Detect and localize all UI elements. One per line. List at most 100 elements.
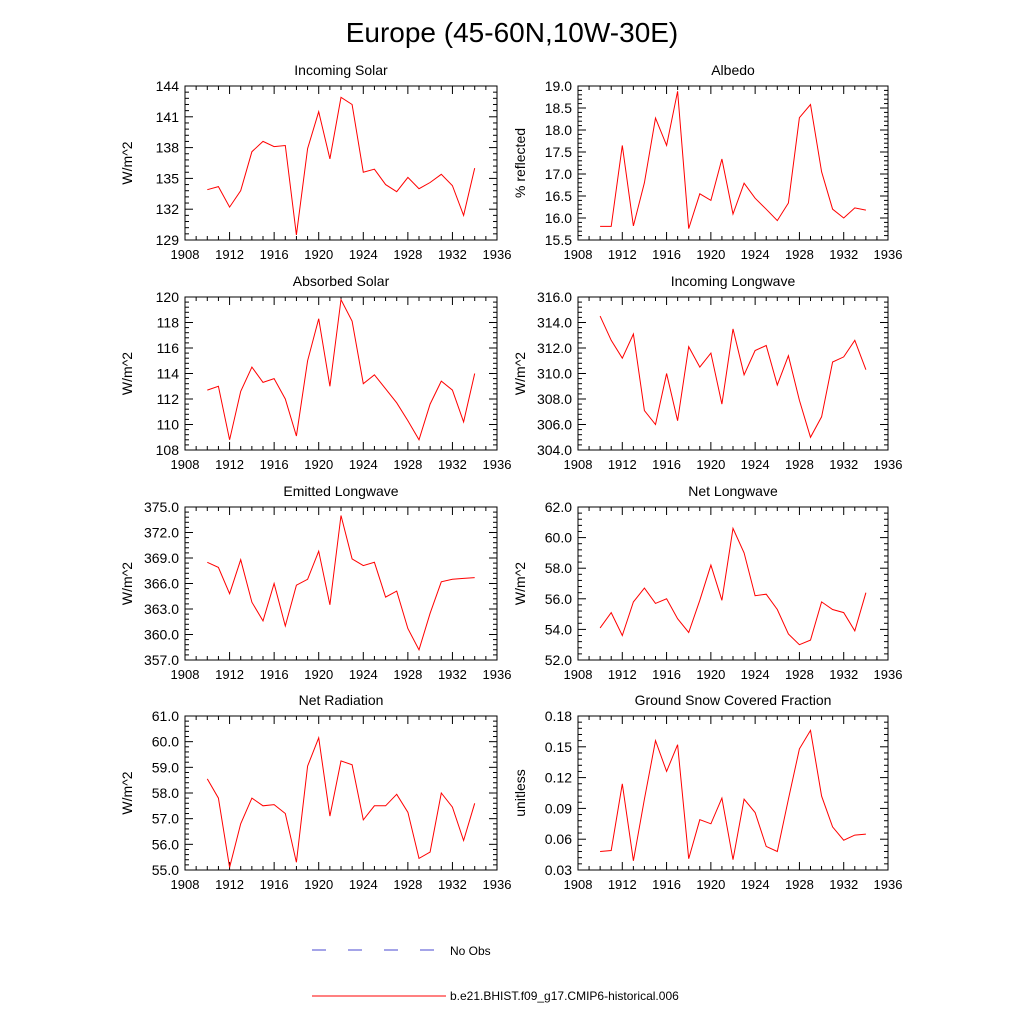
x-tick-label: 1908: [171, 457, 200, 472]
y-axis-label: unitless: [512, 769, 528, 816]
y-tick-label: 375.0: [144, 499, 179, 515]
x-tick-label: 1924: [349, 247, 378, 262]
x-tick-label: 1924: [741, 877, 770, 892]
x-tick-label: 1920: [304, 667, 333, 682]
y-tick-label: 116: [157, 340, 180, 356]
panel-title: Ground Snow Covered Fraction: [635, 692, 832, 708]
plot-frame: [577, 296, 889, 451]
series-line-1: [207, 297, 476, 442]
x-tick-label: 1916: [260, 457, 289, 472]
x-tick-label: 1920: [696, 457, 725, 472]
y-tick-label: 0.06: [545, 831, 572, 847]
y-tick-label: 16.5: [545, 188, 572, 204]
y-tick-label: 306.0: [537, 417, 572, 433]
x-tick-label: 1916: [260, 877, 289, 892]
x-tick-label: 1928: [393, 877, 422, 892]
y-tick-label: 132: [156, 201, 180, 217]
x-tick-label: 1932: [829, 247, 858, 262]
panel-title: Albedo: [711, 62, 755, 78]
series-line-1: [599, 526, 867, 646]
x-tick-label: 1928: [785, 247, 814, 262]
panels: Incoming Solar W/m^2 1908 1912 1916 1920 1924 1…: [119, 62, 902, 892]
y-axis-label: W/m^2: [119, 562, 135, 605]
x-tick-label: 1912: [215, 877, 244, 892]
x-tick-label: 1936: [874, 877, 903, 892]
x-tick-label: 1928: [785, 457, 814, 472]
y-tick-label: 52.0: [545, 652, 572, 668]
x-tick-label: 1924: [349, 877, 378, 892]
y-tick-label: 310.0: [537, 366, 572, 382]
series-line-1: [600, 728, 866, 861]
panel-title: Net Radiation: [299, 692, 384, 708]
x-tick-label: 1916: [652, 457, 681, 472]
y-tick-label: 118: [157, 315, 180, 331]
x-tick-label: 1936: [874, 457, 903, 472]
y-tick-label: 304.0: [537, 442, 572, 458]
figure-title: Europe (45-60N,10W-30E): [346, 17, 679, 48]
panel-3: Absorbed Solar W/m^2 1908 1912 1916 1920 1924 1…: [119, 273, 511, 472]
y-tick-label: 17.0: [545, 166, 572, 182]
panel-7: Net Radiation W/m^2 1908 1912 1916 1920 1924 19…: [119, 692, 511, 892]
series-line-1: [600, 91, 866, 229]
panel-4: Incoming Longwave W/m^2 1908 1912 1916 1920 19…: [512, 273, 902, 472]
x-tick-label: 1932: [438, 457, 467, 472]
x-tick-label: 1908: [171, 667, 200, 682]
x-tick-label: 1924: [349, 457, 378, 472]
y-tick-label: 144: [156, 78, 180, 94]
plot-frame: [184, 715, 498, 871]
x-tick-label: 1912: [608, 667, 637, 682]
x-tick-label: 1908: [564, 247, 593, 262]
x-tick-label: 1908: [564, 457, 593, 472]
y-tick-label: 58.0: [545, 560, 572, 576]
y-tick-label: 112: [157, 391, 180, 407]
x-tick-label: 1928: [785, 877, 814, 892]
y-tick-label: 17.5: [545, 144, 572, 160]
y-tick-label: 60.0: [152, 734, 179, 750]
y-axis-label: W/m^2: [119, 771, 135, 814]
panel-6: Net Longwave W/m^2 1908 1912 1916 1920 1924 192…: [512, 483, 902, 682]
x-tick-label: 1908: [171, 877, 200, 892]
x-tick-label: 1912: [215, 667, 244, 682]
y-tick-label: 114: [157, 366, 180, 382]
x-tick-label: 1932: [829, 877, 858, 892]
y-tick-label: 0.18: [545, 708, 572, 724]
panel-title: Incoming Longwave: [671, 273, 796, 289]
x-tick-label: 1928: [393, 457, 422, 472]
plot-frame: [184, 85, 498, 241]
panel-title: Absorbed Solar: [293, 273, 390, 289]
panel-1: Incoming Solar W/m^2 1908 1912 1916 1920 1924 1…: [119, 62, 511, 262]
y-tick-label: 120: [156, 289, 180, 305]
panel-title: Emitted Longwave: [283, 483, 398, 499]
x-tick-label: 1936: [483, 667, 512, 682]
x-tick-label: 1912: [215, 247, 244, 262]
x-tick-label: 1932: [438, 667, 467, 682]
legend-label-model: b.e21.BHIST.f09_g17.CMIP6-historical.006: [450, 989, 679, 1003]
x-tick-label: 1936: [483, 247, 512, 262]
x-tick-label: 1936: [483, 457, 512, 472]
y-tick-label: 16.0: [545, 210, 572, 226]
x-tick-label: 1908: [564, 667, 593, 682]
x-tick-label: 1928: [393, 667, 422, 682]
y-tick-label: 138: [156, 140, 180, 156]
y-tick-label: 308.0: [537, 391, 572, 407]
panel-8: Ground Snow Covered Fraction unitless 1908…: [512, 692, 902, 892]
x-tick-label: 1932: [438, 247, 467, 262]
x-tick-label: 1932: [438, 877, 467, 892]
y-axis-label: W/m^2: [512, 562, 528, 605]
x-tick-label: 1924: [741, 667, 770, 682]
x-tick-label: 1916: [652, 667, 681, 682]
y-tick-label: 363.0: [144, 601, 179, 617]
series-line-1: [207, 96, 476, 235]
x-tick-label: 1932: [829, 667, 858, 682]
y-tick-label: 129: [156, 232, 180, 248]
x-tick-label: 1912: [215, 457, 244, 472]
x-tick-label: 1936: [874, 667, 903, 682]
x-tick-label: 1916: [652, 247, 681, 262]
y-tick-label: 316.0: [537, 289, 572, 305]
x-tick-label: 1920: [304, 877, 333, 892]
y-tick-label: 55.0: [152, 862, 179, 878]
x-tick-label: 1936: [874, 247, 903, 262]
panel-2: Albedo % reflected 1908 1912 1916 1920 1924 192…: [512, 62, 902, 262]
y-axis-label: W/m^2: [512, 352, 528, 395]
